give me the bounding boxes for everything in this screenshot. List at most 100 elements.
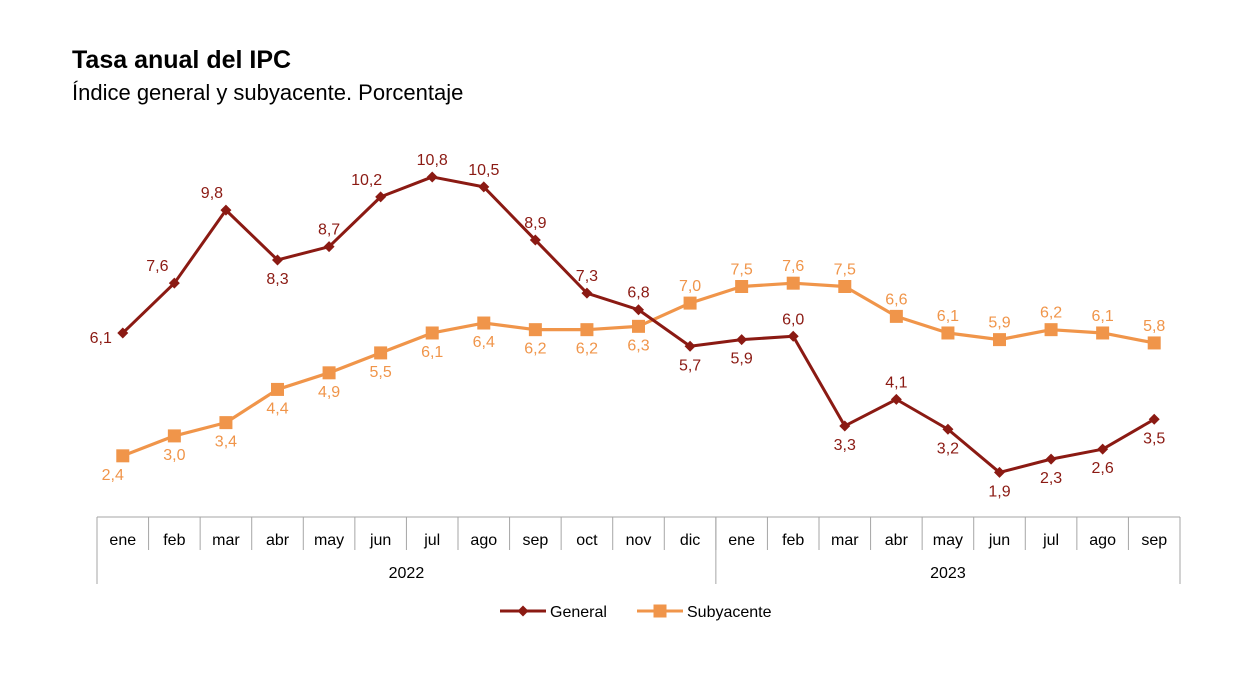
x-tick-label: ago: [1089, 532, 1116, 549]
x-tick-label: feb: [163, 532, 185, 549]
general-data-label: 10,8: [417, 152, 448, 169]
general-point: [375, 191, 387, 203]
subyacente-point: [838, 280, 852, 293]
general-point: [168, 277, 180, 289]
subyacente-data-label: 7,6: [782, 258, 804, 275]
general-data-label: 8,9: [524, 215, 546, 232]
x-tick-label: dic: [680, 532, 700, 549]
general-point: [994, 466, 1005, 478]
general-point: [890, 393, 902, 405]
general-data-label: 1,9: [988, 483, 1010, 500]
subyacente-data-label: 3,4: [215, 434, 237, 451]
subyacente-data-label: 5,8: [1143, 318, 1165, 335]
subyacente-point: [735, 280, 749, 293]
general-point: [787, 330, 799, 342]
general-data-label: 3,5: [1143, 430, 1165, 447]
subyacente-data-label: 7,0: [679, 278, 701, 295]
chart-title: Tasa anual del IPC: [72, 46, 292, 74]
x-tick-label: mar: [831, 532, 859, 549]
subyacente-point: [1096, 326, 1110, 340]
subyacente-point: [374, 346, 388, 360]
general-data-label: 7,6: [146, 258, 168, 275]
subyacente-data-label: 6,1: [1092, 308, 1114, 325]
subyacente-point: [1044, 323, 1058, 337]
subyacente-data-label: 7,5: [731, 262, 753, 279]
subyacente-point: [1147, 336, 1161, 350]
subyacente-data-label: 6,2: [1040, 305, 1062, 322]
x-tick-label: ene: [728, 532, 755, 549]
subyacente-point: [425, 326, 439, 340]
general-point: [1045, 453, 1057, 465]
subyacente-data-label: 4,4: [266, 400, 288, 417]
x-tick-label: ene: [109, 532, 136, 549]
general-point: [1148, 413, 1160, 425]
legend-marker: [653, 604, 667, 618]
subyacente-data-label: 6,6: [885, 291, 907, 308]
subyacente-data-label: 6,4: [473, 334, 495, 351]
subyacente-data-label: 4,9: [318, 384, 340, 401]
general-data-label: 5,7: [679, 357, 701, 374]
general-point: [736, 334, 748, 346]
x-tick-label: mar: [212, 532, 240, 549]
subyacente-point: [786, 276, 800, 290]
general-data-label: 8,3: [266, 271, 288, 288]
x-tick-label: may: [933, 532, 963, 549]
x-group-label: 2023: [930, 565, 966, 582]
general-data-label: 5,9: [731, 351, 753, 368]
general-point: [426, 171, 438, 183]
general-point: [117, 327, 129, 339]
x-tick-label: sep: [522, 532, 548, 549]
general-data-label: 9,8: [201, 185, 223, 202]
subyacente-data-label: 6,1: [421, 344, 443, 361]
general-point: [478, 181, 490, 193]
series-subyacente: 2,4 3,0 3,4 4,4 4,9 5,5 6,1 6,4 6,2 6,2 6,3 7,0 7,5 7…: [102, 258, 1166, 484]
general-point: [581, 287, 593, 299]
general-point: [529, 234, 541, 246]
x-group-label: 2022: [389, 565, 425, 582]
general-data-label: 6,8: [627, 285, 649, 302]
plot-area: 2,4 3,0 3,4 4,4 4,9 5,5 6,1 6,4 6,2 6,2 6,3 7,0 7,5 7…: [90, 152, 1166, 500]
general-point: [839, 420, 851, 432]
x-tick-label: oct: [576, 532, 598, 549]
general-point: [323, 241, 335, 253]
subyacente-point: [116, 449, 130, 463]
series-general: 6,1 7,6 9,8 8,3 8,7 10,2 10,8 10,5 8,9 7,3 6,8 5,7 5…: [90, 152, 1166, 500]
subyacente-point: [889, 309, 903, 323]
general-data-label: 6,0: [782, 311, 804, 328]
subyacente-point: [993, 333, 1006, 347]
general-data-label: 3,2: [937, 440, 959, 457]
x-axis: ene feb mar abr may jun jul ago sep oct nov dic ene f…: [96, 516, 1181, 584]
legend: General Subyacente: [500, 604, 772, 621]
subyacente-data-label: 2,4: [102, 467, 124, 484]
subyacente-point: [580, 323, 594, 337]
general-data-label: 2,6: [1092, 460, 1114, 477]
subyacente-data-label: 6,1: [937, 308, 959, 325]
x-tick-label: feb: [782, 532, 804, 549]
x-tick-label: jun: [988, 532, 1010, 549]
x-tick-label: jul: [423, 532, 440, 549]
legend-label: General: [550, 604, 607, 621]
general-point: [942, 423, 954, 435]
subyacente-point: [322, 366, 336, 380]
legend-label: Subyacente: [687, 604, 772, 621]
x-tick-label: sep: [1141, 532, 1167, 549]
x-tick-label: abr: [266, 532, 290, 549]
x-tick-label: nov: [626, 532, 652, 549]
subyacente-point: [477, 316, 491, 330]
subyacente-data-label: 5,9: [988, 315, 1010, 332]
legend-marker: [517, 605, 529, 617]
subyacente-point: [683, 296, 697, 310]
subyacente-point: [271, 382, 284, 396]
subyacente-data-label: 6,2: [524, 341, 546, 358]
general-data-label: 3,3: [834, 437, 856, 454]
chart-subtitle: Índice general y subyacente. Porcentaje: [72, 80, 464, 105]
subyacente-data-label: 6,2: [576, 341, 598, 358]
subyacente-data-label: 3,0: [163, 447, 185, 464]
subyacente-data-label: 6,3: [627, 337, 649, 354]
general-data-label: 7,3: [576, 268, 598, 285]
general-point: [272, 254, 283, 266]
general-data-label: 6,1: [90, 330, 112, 347]
subyacente-point: [167, 429, 181, 443]
general-data-label: 10,5: [468, 162, 499, 179]
